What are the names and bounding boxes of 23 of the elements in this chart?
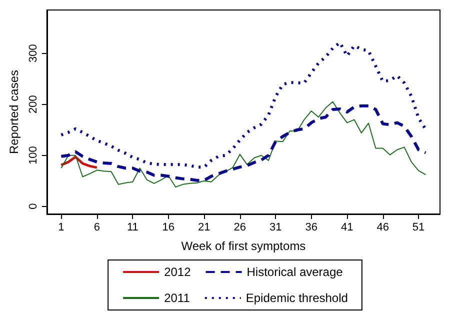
y-axis-title: Reported cases	[7, 70, 21, 154]
x-tick-label: 21	[198, 222, 210, 234]
x-tick-label: 1	[58, 222, 64, 234]
y-tick-label: 200	[27, 95, 40, 114]
line-series	[60, 41, 428, 169]
x-tick-label: 41	[340, 222, 354, 234]
x-tick-label: 46	[376, 222, 389, 234]
y-tick-label: 300	[27, 44, 40, 63]
legend-label: 2012	[164, 265, 192, 279]
x-tick-label: 31	[269, 222, 282, 234]
x-tick-label: 26	[234, 222, 246, 234]
x-axis-title: Week of first symptoms	[181, 239, 306, 253]
x-tick-label: 16	[162, 222, 175, 234]
y-tick-label: 100	[27, 146, 40, 165]
x-tick-label: 6	[94, 222, 100, 234]
x-tick-label: 11	[126, 222, 138, 234]
legend-label: 2011	[164, 291, 190, 305]
legend-label: Epidemic threshold	[246, 291, 348, 305]
y-tick-label: 0	[27, 203, 40, 210]
x-tick-label: 36	[305, 222, 318, 234]
x-tick-label: 51	[412, 222, 425, 234]
line-series	[60, 156, 98, 169]
legend-label: Historical average	[246, 265, 344, 279]
